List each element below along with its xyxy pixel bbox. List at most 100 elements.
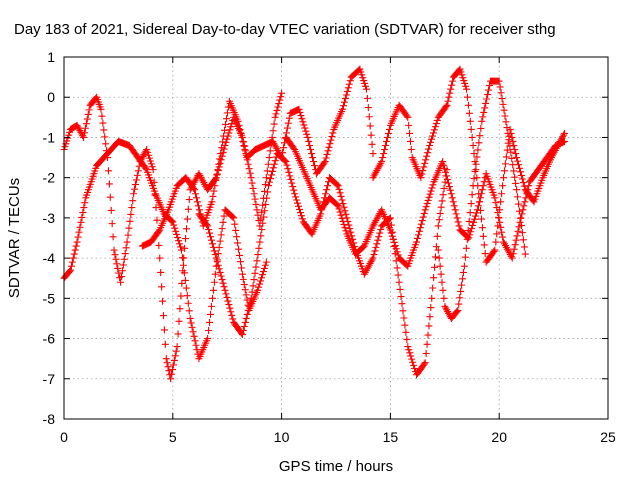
data-point — [209, 286, 217, 294]
data-point — [217, 272, 225, 280]
data-point — [272, 110, 280, 118]
data-point — [474, 146, 482, 154]
data-point — [207, 310, 215, 318]
data-point — [255, 283, 263, 291]
data-point — [470, 150, 478, 158]
data-point — [142, 164, 150, 172]
data-point — [217, 150, 225, 158]
data-point — [73, 238, 81, 246]
data-point — [387, 229, 395, 237]
data-point — [80, 133, 88, 141]
data-point — [224, 297, 232, 305]
data-point — [420, 163, 428, 171]
data-point — [335, 205, 343, 213]
data-point — [296, 108, 304, 116]
data-point — [219, 279, 227, 287]
data-point — [379, 154, 387, 162]
data-point — [235, 245, 243, 253]
data-point — [413, 234, 421, 242]
data-point — [496, 206, 504, 214]
data-point — [221, 126, 229, 134]
data-point — [463, 93, 471, 101]
data-point — [84, 110, 92, 118]
data-point — [160, 326, 168, 334]
data-point — [98, 112, 106, 120]
data-point — [328, 133, 336, 141]
data-point — [260, 213, 268, 221]
data-point — [466, 231, 474, 239]
data-point — [83, 115, 91, 123]
data-point — [508, 154, 516, 162]
data-point — [153, 216, 161, 224]
data-point — [335, 185, 343, 193]
data-point — [364, 104, 372, 112]
data-point — [253, 257, 261, 265]
data-point — [119, 261, 127, 269]
data-point — [500, 106, 508, 114]
data-point — [436, 262, 444, 270]
data-point — [258, 274, 266, 282]
data-point — [510, 245, 518, 253]
data-point — [215, 265, 223, 273]
data-point — [510, 167, 518, 175]
x-tick-label: 0 — [60, 429, 68, 445]
data-point — [182, 235, 190, 243]
data-point — [246, 169, 254, 177]
data-point — [423, 152, 431, 160]
data-point — [454, 306, 462, 314]
data-point — [302, 127, 310, 135]
data-point — [477, 125, 485, 133]
data-point — [338, 196, 346, 204]
data-point — [244, 306, 252, 314]
data-point — [219, 138, 227, 146]
data-point — [324, 182, 332, 190]
data-point — [290, 186, 298, 194]
data-point — [303, 130, 311, 138]
data-point — [394, 271, 402, 279]
data-point — [268, 167, 276, 175]
data-point — [220, 283, 228, 291]
data-point — [468, 191, 476, 199]
data-point — [427, 304, 435, 312]
data-point — [370, 251, 378, 259]
data-point — [304, 133, 312, 141]
data-point — [67, 262, 75, 270]
data-point — [377, 226, 385, 234]
data-point — [384, 129, 392, 137]
data-point — [385, 125, 393, 133]
data-point — [241, 286, 249, 294]
data-point — [235, 121, 243, 129]
data-point — [214, 166, 222, 174]
data-point — [228, 311, 236, 319]
data-point — [270, 120, 278, 128]
data-point — [244, 160, 252, 168]
data-point — [519, 179, 527, 187]
data-point — [234, 117, 242, 125]
data-point — [234, 239, 242, 247]
data-point — [149, 166, 157, 174]
data-point — [398, 300, 406, 308]
data-point — [499, 182, 507, 190]
data-point — [516, 214, 524, 222]
data-point — [182, 284, 190, 292]
data-point — [216, 268, 224, 276]
data-point — [275, 100, 283, 108]
data-point — [440, 161, 448, 169]
data-point — [413, 238, 421, 246]
data-point — [264, 160, 272, 168]
data-point — [172, 227, 180, 235]
data-point — [386, 214, 394, 222]
data-point — [390, 238, 398, 246]
data-point — [444, 179, 452, 187]
data-point — [339, 105, 347, 113]
data-point — [472, 160, 480, 168]
data-point — [203, 221, 211, 229]
series-track-7 — [434, 77, 529, 322]
data-point — [455, 222, 463, 230]
data-point — [439, 286, 447, 294]
data-point — [236, 258, 244, 266]
data-point — [210, 278, 218, 286]
data-point — [407, 146, 415, 154]
data-point — [453, 308, 461, 316]
data-point — [372, 243, 380, 251]
